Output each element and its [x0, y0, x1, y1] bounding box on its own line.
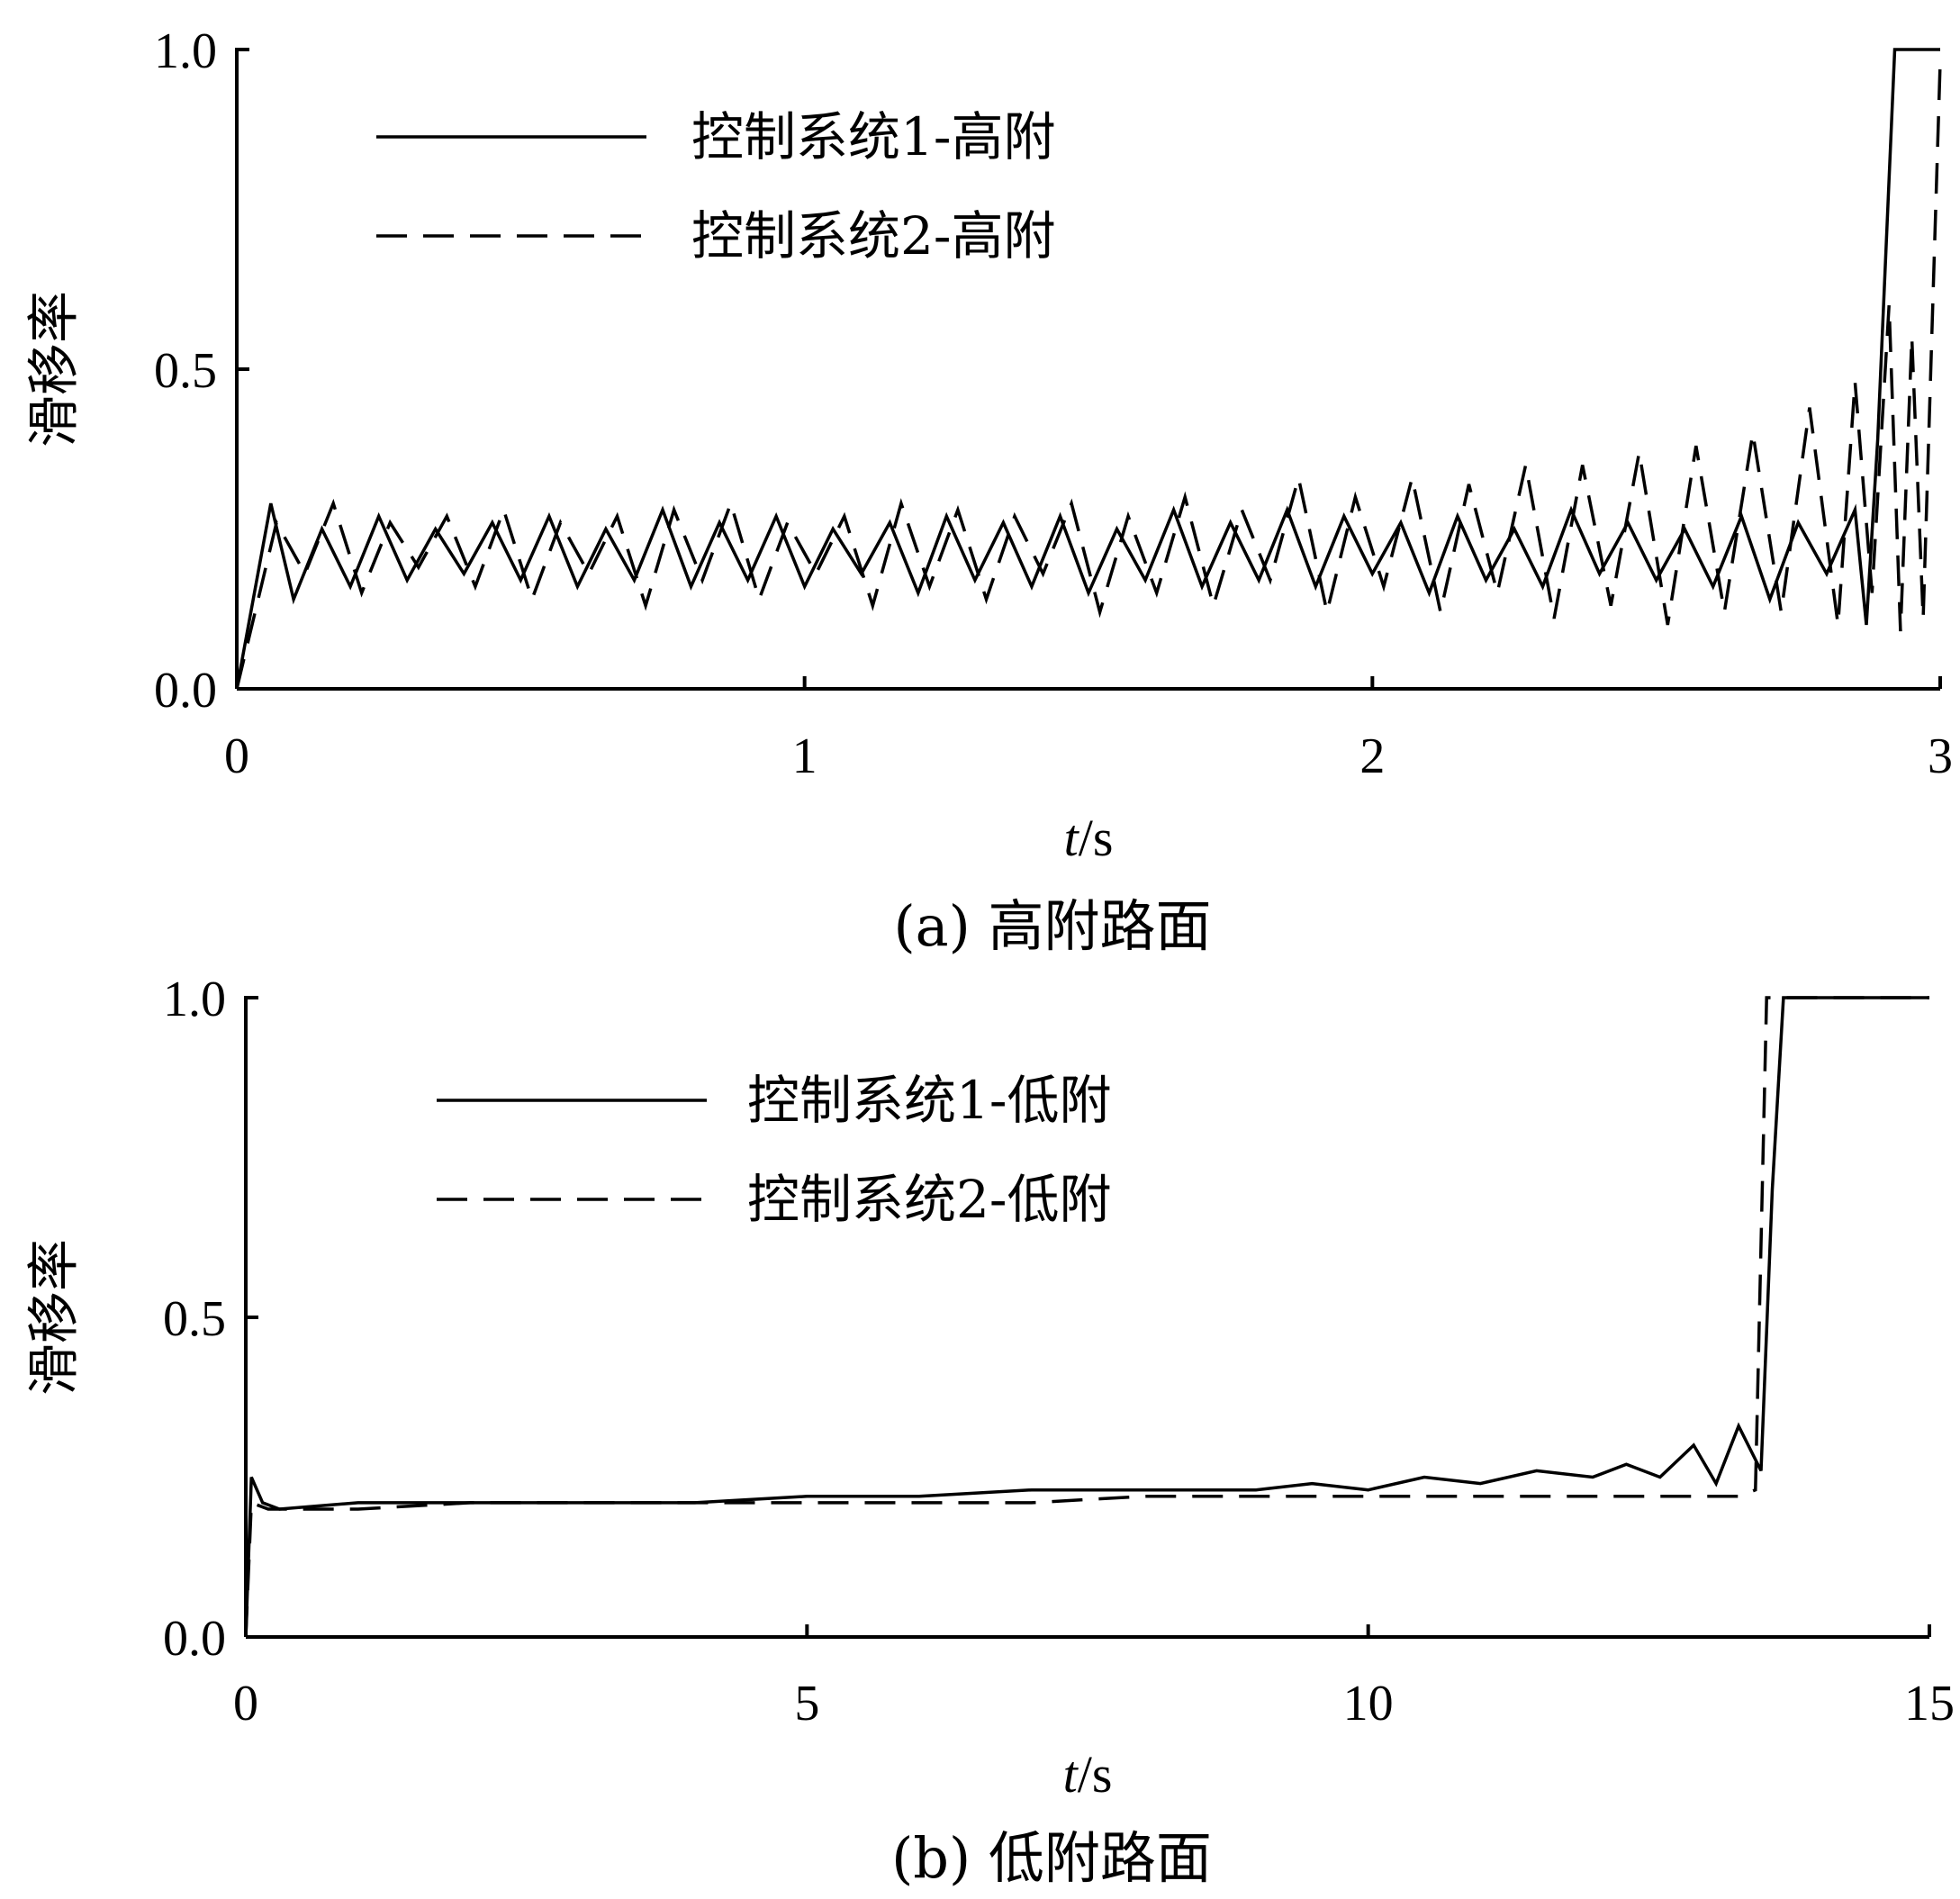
- y-tick-label: 1.0: [163, 972, 226, 1027]
- y-axis-title: 滑移率: [25, 1239, 84, 1396]
- x-axis-title-unit: /s: [1079, 809, 1114, 867]
- y-tick-label: 0.5: [163, 1291, 226, 1347]
- x-tick-label: 10: [1343, 1676, 1394, 1732]
- chart-caption: (b) 低附路面: [891, 1825, 1212, 1891]
- legend-label-2: 控制系统2-高附: [691, 205, 1056, 267]
- x-tick-label: 0: [224, 728, 249, 784]
- series-line-1: [244, 996, 1929, 1638]
- y-tick-label: 0.5: [154, 343, 217, 399]
- x-tick-label: 15: [1904, 1676, 1955, 1732]
- x-tick-label: 2: [1359, 728, 1385, 784]
- x-tick-label: 5: [794, 1676, 819, 1732]
- x-axis-title-unit: /s: [1078, 1745, 1113, 1804]
- x-axis-title-var: t: [1063, 1745, 1079, 1804]
- y-tick-label: 1.0: [154, 23, 217, 79]
- y-tick-label: 0.0: [154, 663, 217, 719]
- chart-caption: (a) 高附路面: [893, 893, 1211, 959]
- series-line-2: [235, 62, 1942, 690]
- x-tick-label: 1: [792, 728, 817, 784]
- series-line-2: [244, 996, 1929, 1638]
- y-tick-label: 0.0: [163, 1611, 226, 1667]
- x-axis-title-var: t: [1064, 809, 1080, 867]
- y-axis-title: 滑移率: [25, 291, 84, 448]
- x-tick-label: 3: [1928, 728, 1953, 784]
- x-axis-title: t/s: [1063, 1745, 1113, 1804]
- series-line-1: [235, 48, 1940, 690]
- legend-label-1: 控制系统1-高附: [691, 106, 1056, 167]
- legend-label-2: 控制系统2-低附: [747, 1169, 1112, 1230]
- legend-label-1: 控制系统1-低附: [747, 1070, 1112, 1131]
- x-tick-label: 0: [233, 1676, 258, 1732]
- x-axis-title: t/s: [1064, 809, 1114, 867]
